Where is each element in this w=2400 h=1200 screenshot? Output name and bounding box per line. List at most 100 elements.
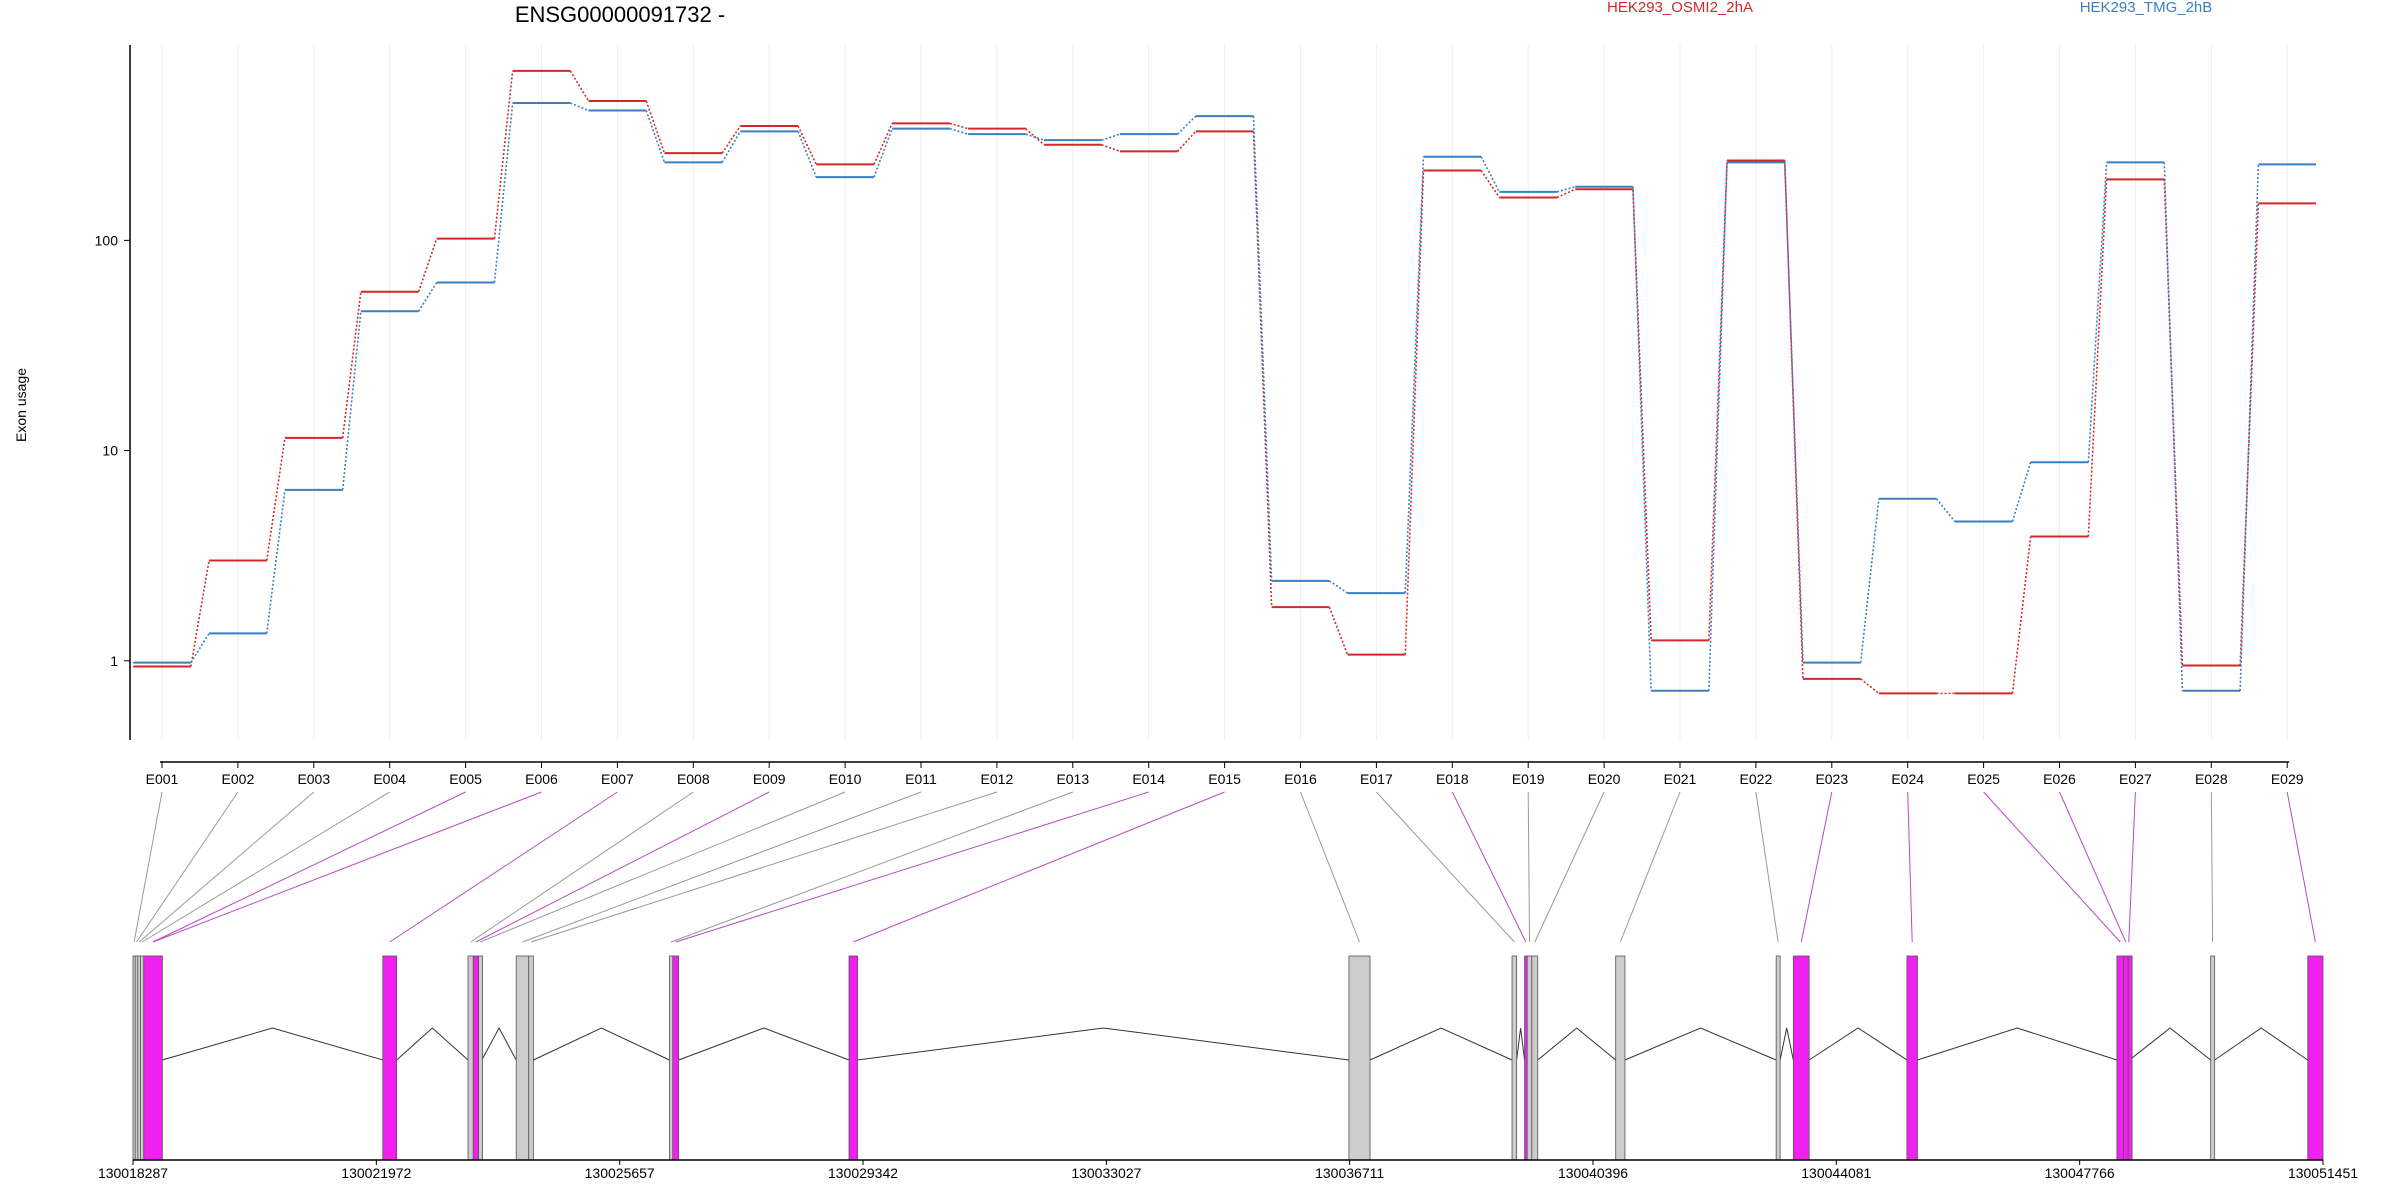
x-tick-label-e018: E018 [1436, 771, 1469, 787]
series-transition [1025, 133, 1045, 141]
intron-line [1624, 1027, 1777, 1061]
genomic-tick-label: 130025657 [585, 1165, 655, 1181]
exon-connector-e023 [1800, 791, 1833, 943]
series-transition [645, 100, 666, 154]
exon-block-e024 [1906, 955, 1918, 1161]
exon-block-e006 [143, 955, 163, 1161]
intron-line [1779, 1027, 1794, 1061]
series-transition [1783, 162, 1804, 663]
x-tick-label-e015: E015 [1208, 771, 1241, 787]
exon-block-e020 [1531, 955, 1539, 1161]
series-transition [569, 70, 590, 102]
x-tick-label-e019: E019 [1512, 771, 1545, 787]
exon-block-e015 [848, 955, 859, 1161]
intron-line [1516, 1027, 1526, 1061]
exon-connector-e009 [475, 791, 770, 943]
series-transition [341, 291, 362, 438]
exon-block-e012 [528, 955, 534, 1161]
series-transition [721, 130, 742, 163]
intron-line [2214, 1027, 2309, 1061]
exon-block-e019 [1526, 955, 1533, 1161]
exon-connector-e003 [138, 791, 315, 943]
intron-line [857, 1027, 1349, 1061]
axes: 1 10 100 E001 E002 E003 E004 E005 E006 E007 E008 E0… [95, 45, 2304, 787]
intron-line [162, 1027, 383, 1061]
series-transition [1783, 160, 1804, 679]
x-tick-label-e009: E009 [753, 771, 786, 787]
series-transition [493, 70, 514, 239]
exon-connector-e005 [152, 791, 466, 943]
series-transition [1708, 160, 1728, 641]
exon-connector-e016 [1300, 791, 1360, 943]
x-tick-label-e023: E023 [1815, 771, 1848, 787]
series-transition [265, 437, 286, 561]
series-transition [1480, 156, 1501, 193]
exon-block-e016 [1348, 955, 1371, 1161]
series-transition [2163, 162, 2184, 691]
x-tick-label-e020: E020 [1588, 771, 1621, 787]
series-transition [341, 311, 362, 490]
series-transition [1632, 186, 1652, 691]
series-transition [797, 125, 817, 165]
series-transition [721, 125, 742, 154]
series-transition [1860, 678, 1880, 694]
series-transition [1480, 170, 1501, 198]
series-transition [493, 102, 514, 283]
series-transition [1328, 606, 1349, 655]
series-transition [1556, 185, 1576, 193]
x-tick-label-e024: E024 [1891, 771, 1924, 787]
series-transition [190, 632, 210, 664]
series-transition [1404, 170, 1425, 655]
series-transition [1632, 189, 1652, 641]
y-tick-label: 1 [110, 653, 118, 669]
series-transition [2087, 162, 2108, 463]
series-transition [2163, 179, 2184, 666]
exon-block-e008 [467, 955, 474, 1161]
series-transition [2011, 462, 2032, 522]
exon-connector-e014 [675, 791, 1149, 943]
x-tick-label-e025: E025 [1967, 771, 2000, 787]
series-transition [417, 238, 438, 292]
exon-connector-e004 [141, 791, 390, 943]
exon-connector-e028 [2210, 791, 2214, 943]
y-tick-label: 10 [102, 443, 118, 459]
genomic-tick-label: 130047766 [2045, 1165, 2115, 1181]
exon-connector-e015 [853, 791, 1225, 943]
x-tick-label-e022: E022 [1740, 771, 1773, 787]
intron-line [1808, 1027, 1908, 1061]
genomic-tick-label: 130051451 [2288, 1165, 2358, 1181]
series-transition [2011, 536, 2032, 694]
exon-connector-e017 [1376, 791, 1515, 943]
series-transition [873, 128, 893, 178]
genomic-tick-label: 130029342 [828, 1165, 898, 1181]
legend: HEK293_OSMI2_2hA HEK293_TMG_2hB [1607, 0, 2212, 16]
intron-line [678, 1027, 850, 1061]
series-transition [1328, 580, 1349, 594]
x-tick-label-e013: E013 [1056, 771, 1089, 787]
exon-connector-e010 [480, 791, 846, 943]
x-tick-label-e021: E021 [1664, 771, 1697, 787]
gene-model [132, 955, 2324, 1161]
exon-block-e007 [382, 955, 398, 1161]
exon-block-e027 [2127, 955, 2133, 1161]
exon-block-e009 [472, 955, 479, 1161]
series-transition [1176, 130, 1197, 152]
exon-connector-e001 [133, 791, 163, 943]
exon-block-e023 [1792, 955, 1810, 1161]
series-transition [1176, 115, 1197, 135]
legend-entry: HEK293_OSMI2_2hA [1607, 0, 1753, 16]
exon-connector-e026 [2059, 791, 2127, 943]
series-transition [1101, 133, 1121, 141]
x-tick-label-e008: E008 [677, 771, 710, 787]
exon-block-e010 [478, 955, 483, 1161]
chart-title: ENSG00000091732 - [515, 2, 725, 27]
exon-connector-e021 [1619, 791, 1681, 943]
series-hek293-osmi2-2ha [133, 69, 2317, 695]
series-transition [570, 102, 589, 112]
x-tick-label-e002: E002 [222, 771, 255, 787]
exon-connector-e018 [1451, 791, 1527, 943]
exon-block-e021 [1615, 955, 1626, 1161]
series-transition [2087, 179, 2108, 537]
x-tick-label-e005: E005 [449, 771, 482, 787]
